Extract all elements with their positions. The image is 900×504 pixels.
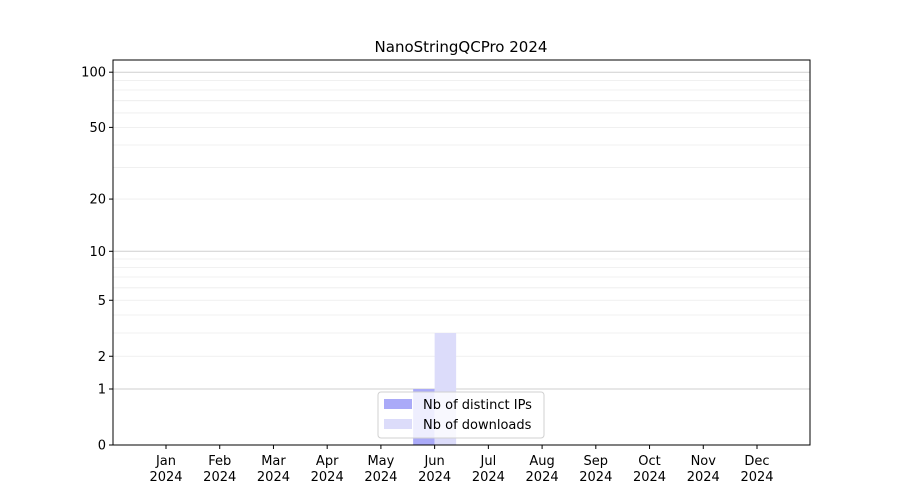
x-tick-label: May (367, 454, 394, 469)
x-tick-label: Jun (423, 454, 444, 469)
x-tick-label: 2024 (149, 470, 182, 485)
y-tick-label: 50 (89, 121, 106, 136)
x-tick-label: 2024 (311, 470, 344, 485)
x-tick-label: Sep (584, 454, 609, 469)
x-tick-label: 2024 (364, 470, 397, 485)
x-tick-label: 2024 (633, 470, 666, 485)
x-tick-label: Apr (316, 454, 339, 469)
legend-label: Nb of distinct IPs (423, 398, 532, 413)
x-tick-label: 2024 (579, 470, 612, 485)
legend-box (377, 391, 545, 439)
x-tick-label: Feb (208, 454, 231, 469)
y-tick-label: 10 (89, 245, 106, 260)
y-tick-label: 20 (89, 193, 106, 208)
x-tick-label: 2024 (526, 470, 559, 485)
y-tick-label: 5 (98, 294, 106, 309)
plot-frame (112, 59, 811, 446)
y-tick-label: 100 (81, 66, 106, 81)
y-tick-label: 0 (98, 439, 106, 454)
x-tick-label: Jul (480, 454, 497, 469)
x-tick-label: Mar (261, 454, 286, 469)
x-tick-label: Jan (155, 454, 176, 469)
y-tick-label: 2 (98, 350, 106, 365)
legend-swatch (384, 399, 412, 409)
legend: Nb of distinct IPs Nb of downloads (377, 391, 545, 439)
legend-swatch (384, 419, 412, 429)
chart-title: NanoStringQCPro 2024 (375, 38, 548, 56)
x-tick-label: Aug (529, 454, 554, 469)
x-tick-label: 2024 (257, 470, 290, 485)
x-tick-label: 2024 (740, 470, 773, 485)
x-tick-label: Dec (744, 454, 769, 469)
x-tick-label: 2024 (203, 470, 236, 485)
x-tick-label: 2024 (687, 470, 720, 485)
x-tick-label: 2024 (418, 470, 451, 485)
y-tick-label: 1 (98, 383, 106, 398)
x-tick-label: 2024 (472, 470, 505, 485)
x-tick-label: Nov (691, 454, 717, 469)
legend-label: Nb of downloads (423, 418, 532, 433)
x-tick-label: Oct (638, 454, 660, 469)
